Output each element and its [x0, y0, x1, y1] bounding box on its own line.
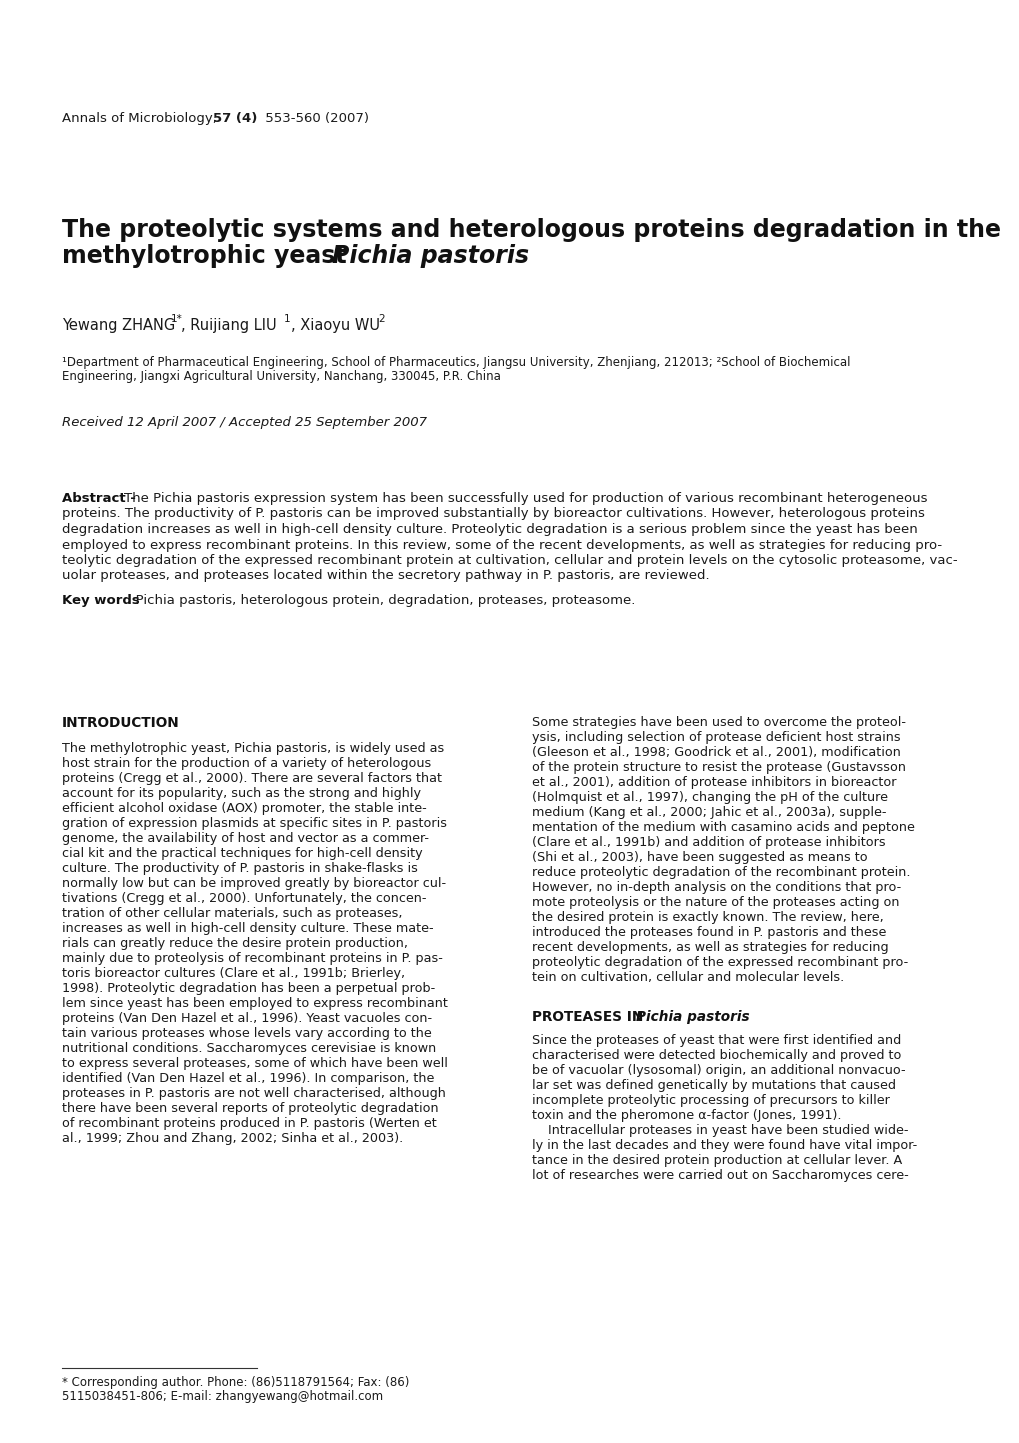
Text: identified (Van Den Hazel et al., 1996). In comparison, the: identified (Van Den Hazel et al., 1996).…	[62, 1072, 434, 1085]
Text: 1: 1	[283, 315, 290, 325]
Text: (Holmquist et al., 1997), changing the pH of the culture: (Holmquist et al., 1997), changing the p…	[532, 791, 888, 804]
Text: rials can greatly reduce the desire protein production,: rials can greatly reduce the desire prot…	[62, 937, 408, 949]
Text: culture. The productivity of P. pastoris in shake-flasks is: culture. The productivity of P. pastoris…	[62, 861, 418, 874]
Text: * Corresponding author. Phone: (86)5118791564; Fax: (86): * Corresponding author. Phone: (86)51187…	[62, 1377, 409, 1390]
Text: there have been several reports of proteolytic degradation: there have been several reports of prote…	[62, 1102, 438, 1115]
Text: to express several proteases, some of which have been well: to express several proteases, some of wh…	[62, 1058, 447, 1071]
Text: incomplete proteolytic processing of precursors to killer: incomplete proteolytic processing of pre…	[532, 1094, 889, 1107]
Text: employed to express recombinant proteins. In this review, some of the recent dev: employed to express recombinant proteins…	[62, 538, 942, 551]
Text: ly in the last decades and they were found have vital impor-: ly in the last decades and they were fou…	[532, 1139, 916, 1152]
Text: 2: 2	[378, 315, 384, 325]
Text: al., 1999; Zhou and Zhang, 2002; Sinha et al., 2003).: al., 1999; Zhou and Zhang, 2002; Sinha e…	[62, 1131, 403, 1144]
Text: lem since yeast has been employed to express recombinant: lem since yeast has been employed to exp…	[62, 997, 447, 1010]
Text: increases as well in high-cell density culture. These mate-: increases as well in high-cell density c…	[62, 922, 433, 935]
Text: proteins (Van Den Hazel et al., 1996). Yeast vacuoles con-: proteins (Van Den Hazel et al., 1996). Y…	[62, 1012, 432, 1025]
Text: mainly due to proteolysis of recombinant proteins in P. pas-: mainly due to proteolysis of recombinant…	[62, 952, 442, 965]
Text: 1998). Proteolytic degradation has been a perpetual prob-: 1998). Proteolytic degradation has been …	[62, 983, 435, 996]
Text: mentation of the medium with casamino acids and peptone: mentation of the medium with casamino ac…	[532, 821, 914, 834]
Text: (Clare et al., 1991b) and addition of protease inhibitors: (Clare et al., 1991b) and addition of pr…	[532, 835, 884, 848]
Text: PROTEASES IN: PROTEASES IN	[532, 1010, 647, 1025]
Text: Some strategies have been used to overcome the proteol-: Some strategies have been used to overco…	[532, 716, 905, 729]
Text: recent developments, as well as strategies for reducing: recent developments, as well as strategi…	[532, 941, 888, 954]
Text: proteases in P. pastoris are not well characterised, although: proteases in P. pastoris are not well ch…	[62, 1087, 445, 1100]
Text: toris bioreactor cultures (Clare et al., 1991b; Brierley,: toris bioreactor cultures (Clare et al.,…	[62, 967, 405, 980]
Text: genome, the availability of host and vector as a commer-: genome, the availability of host and vec…	[62, 833, 429, 846]
Text: methylotrophic yeast: methylotrophic yeast	[62, 244, 355, 268]
Text: normally low but can be improved greatly by bioreactor cul-: normally low but can be improved greatly…	[62, 877, 445, 890]
Text: the desired protein is exactly known. The review, here,: the desired protein is exactly known. Th…	[532, 911, 882, 924]
Text: Key words: Key words	[62, 595, 140, 608]
Text: of the protein structure to resist the protease (Gustavsson: of the protein structure to resist the p…	[532, 760, 905, 773]
Text: Pichia pastoris: Pichia pastoris	[636, 1010, 749, 1025]
Text: 57 (4): 57 (4)	[213, 113, 257, 126]
Text: The Pichia pastoris expression system has been successfully used for production : The Pichia pastoris expression system ha…	[124, 492, 926, 505]
Text: : Pichia pastoris, heterologous protein, degradation, proteases, proteasome.: : Pichia pastoris, heterologous protein,…	[127, 595, 635, 608]
Text: 5115038451-806; E-mail: zhangyewang@hotmail.com: 5115038451-806; E-mail: zhangyewang@hotm…	[62, 1390, 383, 1403]
Text: efficient alcohol oxidase (AOX) promoter, the stable inte-: efficient alcohol oxidase (AOX) promoter…	[62, 802, 426, 815]
Text: degradation increases as well in high-cell density culture. Proteolytic degradat: degradation increases as well in high-ce…	[62, 522, 917, 535]
Text: lot of researches were carried out on Saccharomyces cere-: lot of researches were carried out on Sa…	[532, 1169, 908, 1182]
Text: teolytic degradation of the expressed recombinant protein at cultivation, cellul: teolytic degradation of the expressed re…	[62, 554, 957, 567]
Text: Annals of Microbiology,: Annals of Microbiology,	[62, 113, 221, 126]
Text: Received 12 April 2007 / Accepted 25 September 2007: Received 12 April 2007 / Accepted 25 Sep…	[62, 416, 427, 429]
Text: nutritional conditions. Saccharomyces cerevisiae is known: nutritional conditions. Saccharomyces ce…	[62, 1042, 436, 1055]
Text: tein on cultivation, cellular and molecular levels.: tein on cultivation, cellular and molecu…	[532, 971, 844, 984]
Text: Engineering, Jiangxi Agricultural University, Nanchang, 330045, P.R. China: Engineering, Jiangxi Agricultural Univer…	[62, 369, 500, 382]
Text: (Gleeson et al., 1998; Goodrick et al., 2001), modification: (Gleeson et al., 1998; Goodrick et al., …	[532, 746, 900, 759]
Text: reduce proteolytic degradation of the recombinant protein.: reduce proteolytic degradation of the re…	[532, 866, 910, 879]
Text: Yewang ZHANG: Yewang ZHANG	[62, 317, 175, 333]
Text: introduced the proteases found in P. pastoris and these: introduced the proteases found in P. pas…	[532, 926, 886, 939]
Text: Pichia pastoris: Pichia pastoris	[331, 244, 529, 268]
Text: characterised were detected biochemically and proved to: characterised were detected biochemicall…	[532, 1049, 901, 1062]
Text: tance in the desired protein production at cellular lever. A: tance in the desired protein production …	[532, 1154, 902, 1167]
Text: account for its popularity, such as the strong and highly: account for its popularity, such as the …	[62, 786, 421, 799]
Text: (Shi et al., 2003), have been suggested as means to: (Shi et al., 2003), have been suggested …	[532, 851, 867, 864]
Text: , Xiaoyu WU: , Xiaoyu WU	[290, 317, 380, 333]
Text: The methylotrophic yeast, Pichia pastoris, is widely used as: The methylotrophic yeast, Pichia pastori…	[62, 742, 444, 755]
Text: medium (Kang et al., 2000; Jahic et al., 2003a), supple-: medium (Kang et al., 2000; Jahic et al.,…	[532, 807, 886, 820]
Text: Abstract -: Abstract -	[62, 492, 141, 505]
Text: , Ruijiang LIU: , Ruijiang LIU	[180, 317, 276, 333]
Text: host strain for the production of a variety of heterologous: host strain for the production of a vari…	[62, 758, 431, 771]
Text: cial kit and the practical techniques for high-cell density: cial kit and the practical techniques fo…	[62, 847, 422, 860]
Text: proteolytic degradation of the expressed recombinant pro-: proteolytic degradation of the expressed…	[532, 957, 907, 970]
Text: ysis, including selection of protease deficient host strains: ysis, including selection of protease de…	[532, 732, 900, 745]
Text: Intracellular proteases in yeast have been studied wide-: Intracellular proteases in yeast have be…	[532, 1124, 908, 1137]
Text: uolar proteases, and proteases located within the secretory pathway in P. pastor: uolar proteases, and proteases located w…	[62, 570, 709, 583]
Text: proteins. The productivity of P. pastoris can be improved substantially by biore: proteins. The productivity of P. pastori…	[62, 508, 924, 521]
Text: INTRODUCTION: INTRODUCTION	[62, 716, 179, 730]
Text: 553-560 (2007): 553-560 (2007)	[261, 113, 369, 126]
Text: proteins (Cregg et al., 2000). There are several factors that: proteins (Cregg et al., 2000). There are…	[62, 772, 441, 785]
Text: et al., 2001), addition of protease inhibitors in bioreactor: et al., 2001), addition of protease inhi…	[532, 776, 896, 789]
Text: ¹Department of Pharmaceutical Engineering, School of Pharmaceutics, Jiangsu Univ: ¹Department of Pharmaceutical Engineerin…	[62, 356, 850, 369]
Text: However, no in-depth analysis on the conditions that pro-: However, no in-depth analysis on the con…	[532, 882, 901, 895]
Text: Since the proteases of yeast that were first identified and: Since the proteases of yeast that were f…	[532, 1035, 901, 1048]
Text: tain various proteases whose levels vary according to the: tain various proteases whose levels vary…	[62, 1027, 431, 1040]
Text: tration of other cellular materials, such as proteases,: tration of other cellular materials, suc…	[62, 908, 403, 921]
Text: The proteolytic systems and heterologous proteins degradation in the: The proteolytic systems and heterologous…	[62, 218, 1000, 242]
Text: of recombinant proteins produced in P. pastoris (Werten et: of recombinant proteins produced in P. p…	[62, 1117, 436, 1130]
Text: gration of expression plasmids at specific sites in P. pastoris: gration of expression plasmids at specif…	[62, 817, 446, 830]
Text: toxin and the pheromone α-factor (Jones, 1991).: toxin and the pheromone α-factor (Jones,…	[532, 1110, 841, 1123]
Text: 1*: 1*	[171, 315, 182, 325]
Text: tivations (Cregg et al., 2000). Unfortunately, the concen-: tivations (Cregg et al., 2000). Unfortun…	[62, 892, 426, 905]
Text: be of vacuolar (lysosomal) origin, an additional nonvacuo-: be of vacuolar (lysosomal) origin, an ad…	[532, 1063, 905, 1076]
Text: mote proteolysis or the nature of the proteases acting on: mote proteolysis or the nature of the pr…	[532, 896, 899, 909]
Text: lar set was defined genetically by mutations that caused: lar set was defined genetically by mutat…	[532, 1079, 895, 1092]
